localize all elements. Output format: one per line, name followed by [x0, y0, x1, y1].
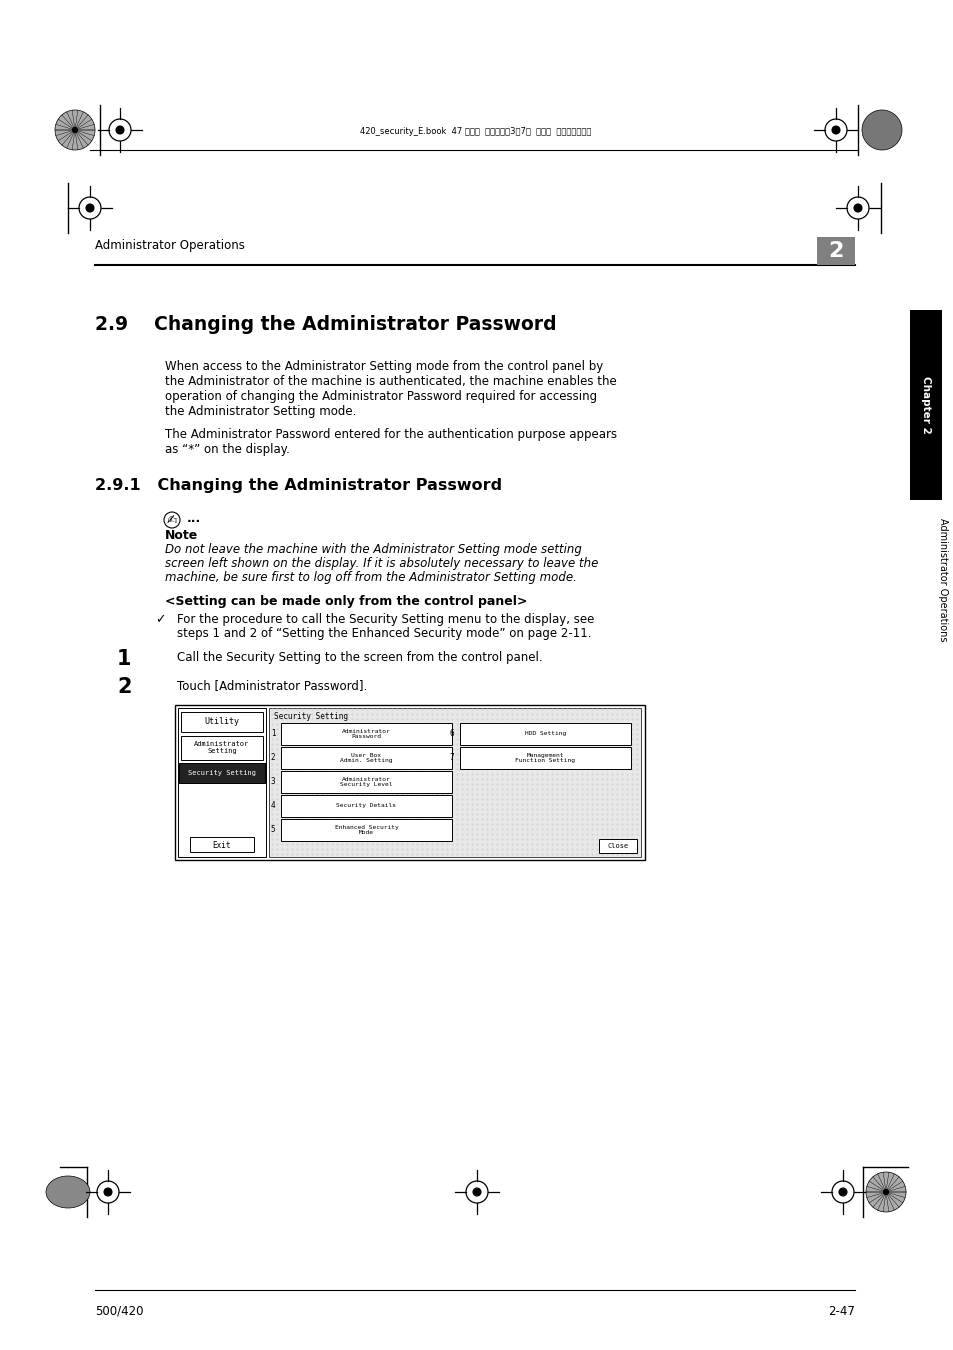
Bar [281, 747, 452, 769]
Text: 2: 2 [271, 753, 275, 763]
Circle shape [116, 126, 124, 134]
Text: 6: 6 [449, 729, 454, 738]
Circle shape [104, 1188, 112, 1196]
Text: Administrator
Security Level: Administrator Security Level [340, 776, 393, 787]
Circle shape [473, 1188, 480, 1196]
Text: Note: Note [165, 529, 198, 541]
Circle shape [831, 1181, 853, 1203]
Text: as “*” on the display.: as “*” on the display. [165, 443, 290, 456]
Bar [181, 736, 263, 760]
Bar [909, 310, 941, 500]
Text: Enhanced Security
Mode: Enhanced Security Mode [335, 825, 398, 836]
Bar [281, 819, 452, 841]
Bar [281, 795, 452, 817]
Circle shape [97, 1181, 119, 1203]
Text: 500/420: 500/420 [95, 1305, 143, 1318]
Text: Administrator Operations: Administrator Operations [937, 518, 947, 641]
Text: Administrator
Password: Administrator Password [342, 729, 391, 740]
Text: steps 1 and 2 of “Setting the Enhanced Security mode” on page 2-11.: steps 1 and 2 of “Setting the Enhanced S… [177, 626, 591, 640]
Text: machine, be sure first to log off from the Administrator Setting mode.: machine, be sure first to log off from t… [165, 571, 577, 585]
Circle shape [831, 126, 839, 134]
Text: HDD Setting: HDD Setting [524, 732, 565, 737]
Text: 7: 7 [449, 753, 454, 763]
Circle shape [72, 128, 77, 132]
Text: the Administrator of the machine is authenticated, the machine enables the: the Administrator of the machine is auth… [165, 375, 616, 387]
Bar [174, 705, 644, 860]
Text: Do not leave the machine with the Administrator Setting mode setting: Do not leave the machine with the Admini… [165, 543, 581, 556]
Text: 2: 2 [827, 242, 842, 261]
Ellipse shape [46, 1176, 90, 1208]
Circle shape [824, 119, 846, 140]
Circle shape [86, 204, 93, 212]
Text: the Administrator Setting mode.: the Administrator Setting mode. [165, 405, 356, 418]
Circle shape [465, 1181, 488, 1203]
Text: Exit: Exit [213, 841, 231, 849]
Bar [178, 707, 266, 857]
Bar [179, 763, 265, 783]
Circle shape [862, 109, 901, 150]
Bar [459, 724, 630, 745]
Text: Utility: Utility [204, 717, 239, 726]
Text: Chapter 2: Chapter 2 [920, 377, 930, 433]
Text: 2.9.1   Changing the Administrator Password: 2.9.1 Changing the Administrator Passwor… [95, 478, 501, 493]
Circle shape [79, 197, 101, 219]
Circle shape [865, 1172, 905, 1212]
Text: Security Details: Security Details [336, 803, 396, 809]
Text: Call the Security Setting to the screen from the control panel.: Call the Security Setting to the screen … [177, 651, 542, 664]
Text: 3: 3 [271, 778, 275, 787]
Text: operation of changing the Administrator Password required for accessing: operation of changing the Administrator … [165, 390, 597, 404]
Text: 1: 1 [271, 729, 275, 738]
Circle shape [839, 1188, 846, 1196]
Text: ...: ... [187, 513, 201, 525]
Text: Administrator
Setting: Administrator Setting [194, 741, 250, 755]
Text: Management
Function Setting: Management Function Setting [515, 752, 575, 763]
Text: User Box
Admin. Setting: User Box Admin. Setting [340, 752, 393, 763]
Bar [281, 771, 452, 792]
Bar [459, 747, 630, 769]
Text: When access to the Administrator Setting mode from the control panel by: When access to the Administrator Setting… [165, 360, 602, 373]
Text: 2: 2 [117, 676, 132, 697]
Circle shape [55, 109, 95, 150]
Text: 1: 1 [117, 649, 132, 670]
Bar [598, 838, 637, 853]
Bar [190, 837, 253, 852]
Bar [269, 707, 640, 857]
Circle shape [164, 512, 180, 528]
Text: ✓: ✓ [154, 613, 165, 626]
Text: 2.9    Changing the Administrator Password: 2.9 Changing the Administrator Password [95, 315, 556, 333]
Text: screen left shown on the display. If it is absolutely necessary to leave the: screen left shown on the display. If it … [165, 558, 598, 570]
Bar [281, 724, 452, 745]
Bar [181, 711, 263, 732]
Text: ✍: ✍ [167, 513, 177, 526]
Text: Security Setting: Security Setting [274, 711, 348, 721]
Text: For the procedure to call the Security Setting menu to the display, see: For the procedure to call the Security S… [177, 613, 594, 626]
Text: Touch [Administrator Password].: Touch [Administrator Password]. [177, 679, 367, 693]
Circle shape [853, 204, 861, 212]
Circle shape [882, 1189, 887, 1195]
Text: The Administrator Password entered for the authentication purpose appears: The Administrator Password entered for t… [165, 428, 617, 441]
Text: 420_security_E.book  47 ページ  ２００７年3月7日  水曜日  午後３時１５分: 420_security_E.book 47 ページ ２００７年3月7日 水曜日… [359, 127, 591, 135]
Text: 4: 4 [271, 802, 275, 810]
Circle shape [846, 197, 868, 219]
Text: Close: Close [607, 842, 628, 849]
Text: 5: 5 [271, 825, 275, 834]
Text: Administrator Operations: Administrator Operations [95, 239, 245, 252]
Text: 2-47: 2-47 [827, 1305, 854, 1318]
Bar [816, 238, 854, 265]
Text: Security Setting: Security Setting [188, 769, 255, 776]
Text: <Setting can be made only from the control panel>: <Setting can be made only from the contr… [165, 595, 527, 608]
Circle shape [109, 119, 131, 140]
